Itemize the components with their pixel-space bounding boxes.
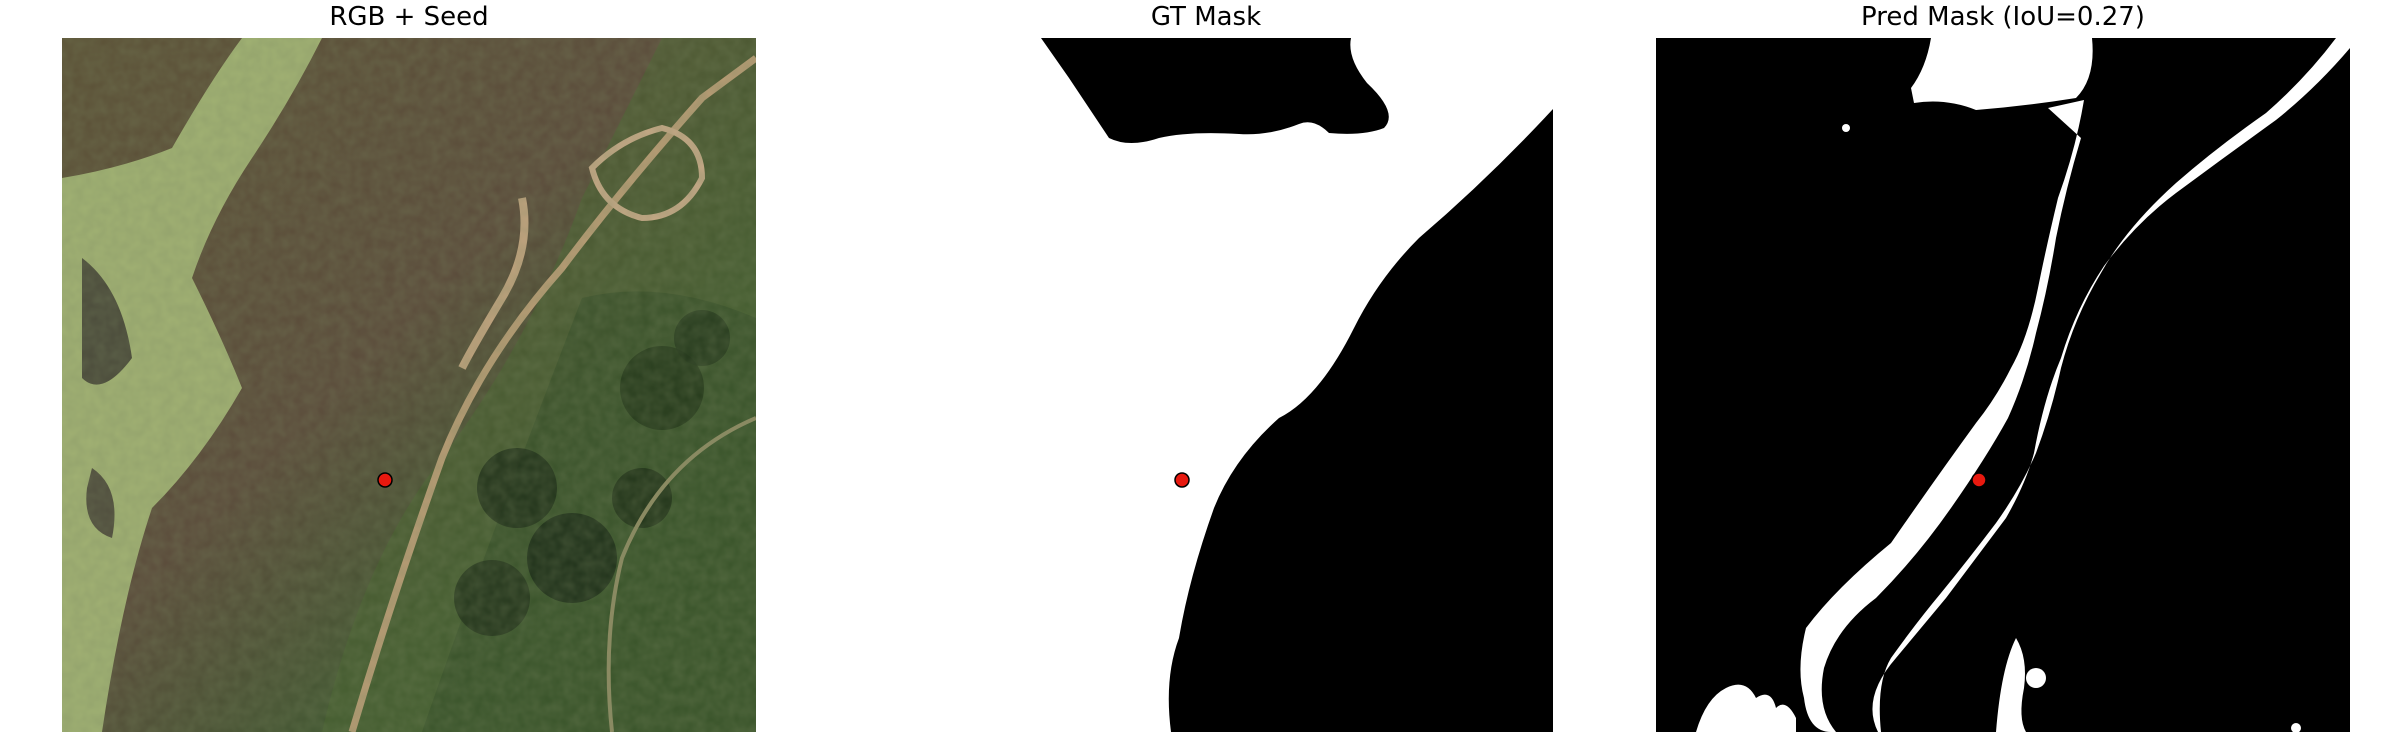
- rgb-panel-title: RGB + Seed: [329, 2, 489, 32]
- seed-point: [377, 472, 393, 488]
- pred-mask-panel: Pred Mask (IoU=0.27): [1656, 0, 2350, 750]
- rgb-panel: RGB + Seed: [62, 0, 756, 750]
- seed-point: [1174, 472, 1190, 488]
- pred-mask-image: [1656, 38, 2350, 732]
- pred-mask-title: Pred Mask (IoU=0.27): [1861, 2, 2145, 32]
- seed-point: [1971, 472, 1987, 488]
- gt-mask-panel: GT Mask: [859, 0, 1553, 750]
- rgb-aerial-image: [62, 38, 756, 732]
- gt-mask-image: [859, 38, 1553, 732]
- gt-mask-title: GT Mask: [1150, 2, 1262, 32]
